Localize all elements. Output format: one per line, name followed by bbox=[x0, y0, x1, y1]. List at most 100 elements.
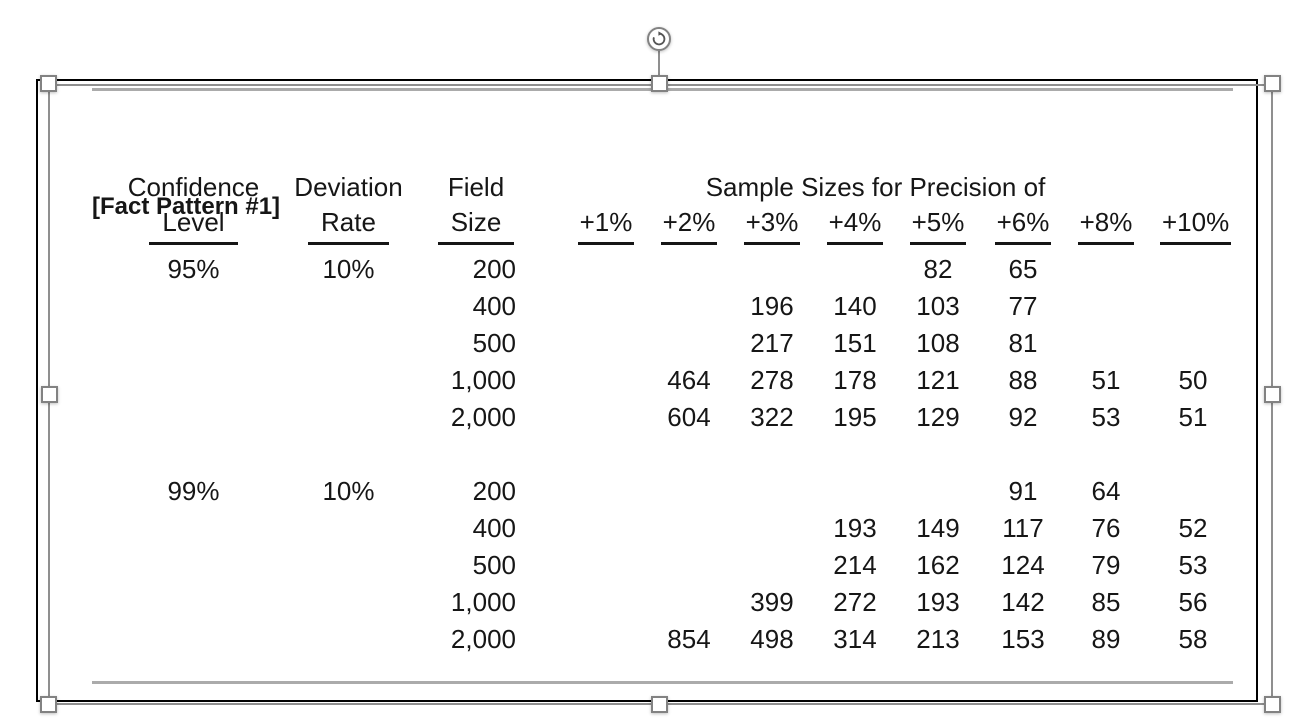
sample-size-cell: 53 bbox=[1091, 402, 1121, 432]
precision-header: +2% bbox=[656, 209, 722, 245]
sample-size-cell: 162 bbox=[916, 550, 960, 580]
sample-size-cell: 121 bbox=[916, 365, 960, 395]
field-size-cell: 2,000 bbox=[450, 624, 516, 654]
field-size-cell: 200 bbox=[472, 254, 516, 284]
column-header-confidence: Confidence bbox=[127, 172, 260, 202]
field-size-cell: 500 bbox=[472, 328, 516, 358]
sample-size-cell: 77 bbox=[1008, 291, 1038, 321]
table-row: 400 196 140 103 77 bbox=[126, 293, 1226, 319]
field-size-cell: 1,000 bbox=[450, 587, 516, 617]
precision-header-underlined-label: +8% bbox=[1077, 209, 1135, 245]
fact-pattern-title: [Fact Pattern #1] bbox=[92, 193, 281, 220]
sample-size-cell: 193 bbox=[916, 587, 960, 617]
selection-marquee bbox=[48, 84, 1273, 705]
precision-header-underlined-label: +3% bbox=[743, 209, 801, 245]
field-size-cell: 400 bbox=[472, 291, 516, 321]
table-row: 1,000 399 272 193 142 85 56 bbox=[126, 589, 1226, 615]
table-row: 500 217 151 108 81 bbox=[126, 330, 1226, 356]
sample-size-cell: 51 bbox=[1091, 365, 1121, 395]
sample-size-cell: 89 bbox=[1091, 624, 1121, 654]
selection-handle-bottom-left[interactable] bbox=[40, 696, 57, 713]
sample-size-cell: 213 bbox=[916, 624, 960, 654]
sample-size-cell: 91 bbox=[1008, 476, 1038, 506]
precision-header-underlined-label: +1% bbox=[577, 209, 635, 245]
column-header-level: Level bbox=[126, 209, 261, 245]
sample-size-cell: 153 bbox=[1001, 624, 1045, 654]
sample-size-cell: 92 bbox=[1008, 402, 1038, 432]
sample-size-cell: 50 bbox=[1178, 365, 1208, 395]
sample-size-cell: 53 bbox=[1178, 550, 1208, 580]
table-row: 99% 10% 200 91 64 bbox=[126, 478, 1226, 504]
sample-size-cell: 82 bbox=[923, 254, 953, 284]
sample-size-cell: 76 bbox=[1091, 513, 1121, 543]
sample-size-cell: 81 bbox=[1008, 328, 1038, 358]
sample-size-cell: 129 bbox=[916, 402, 960, 432]
table-row: 400 193 149 117 76 52 bbox=[126, 515, 1226, 541]
sample-size-cell: 151 bbox=[833, 328, 877, 358]
field-size-cell: 200 bbox=[472, 476, 516, 506]
bottom-rule bbox=[92, 681, 1233, 684]
table-body: 95% 10% 200 82 65 400 196 140 103 77 500 217 151 108 8… bbox=[48, 84, 1273, 705]
sample-size-cell: 314 bbox=[833, 624, 877, 654]
exhibit-frame bbox=[36, 79, 1258, 702]
sample-size-cell: 322 bbox=[750, 402, 794, 432]
selection-handle-bottom-middle[interactable] bbox=[651, 696, 668, 713]
sample-size-cell: 214 bbox=[833, 550, 877, 580]
sample-size-cell: 498 bbox=[750, 624, 794, 654]
precision-header: +6% bbox=[990, 209, 1056, 245]
sample-size-cell: 108 bbox=[916, 328, 960, 358]
field-size-cell: 1,000 bbox=[450, 365, 516, 395]
precision-header: +4% bbox=[822, 209, 888, 245]
confidence-level-cell: 95% bbox=[167, 254, 220, 284]
sample-size-cell: 64 bbox=[1091, 476, 1121, 506]
selection-handle-right-middle[interactable] bbox=[1264, 386, 1281, 403]
column-header-underlined-label: Level bbox=[149, 209, 238, 245]
table-header-row-2: Level Rate Size +1% +2% +3% +4% +5% +6% +8% +10% bbox=[126, 209, 1232, 245]
sample-size-cell: 278 bbox=[750, 365, 794, 395]
field-size-cell: 500 bbox=[472, 550, 516, 580]
selection-handle-bottom-right[interactable] bbox=[1264, 696, 1281, 713]
sample-size-cell: 178 bbox=[833, 365, 877, 395]
sample-size-cell: 604 bbox=[667, 402, 711, 432]
sample-size-cell: 140 bbox=[833, 291, 877, 321]
selection-handle-top-left[interactable] bbox=[40, 75, 57, 92]
sample-size-cell: 196 bbox=[750, 291, 794, 321]
column-header-underlined-label: Rate bbox=[308, 209, 389, 245]
sample-size-cell: 88 bbox=[1008, 365, 1038, 395]
sample-size-cell: 79 bbox=[1091, 550, 1121, 580]
table-row: 500 214 162 124 79 53 bbox=[126, 552, 1226, 578]
column-header-field: Field bbox=[447, 172, 505, 202]
selection-handle-left-middle[interactable] bbox=[41, 386, 58, 403]
sample-size-cell: 124 bbox=[1001, 550, 1045, 580]
sample-size-cell: 52 bbox=[1178, 513, 1208, 543]
field-size-cell: 2,000 bbox=[450, 402, 516, 432]
sample-size-cell: 217 bbox=[750, 328, 794, 358]
precision-header-underlined-label: +4% bbox=[826, 209, 884, 245]
table-row: 2,000 854 498 314 213 153 89 58 bbox=[126, 626, 1226, 652]
column-header-rate: Rate bbox=[291, 209, 406, 245]
selection-handle-top-middle[interactable] bbox=[651, 75, 668, 92]
deviation-rate-cell: 10% bbox=[322, 476, 375, 506]
precision-header: +10% bbox=[1160, 209, 1232, 245]
sample-size-cell: 117 bbox=[1002, 513, 1044, 543]
selection-handle-top-right[interactable] bbox=[1264, 75, 1281, 92]
rotation-handle[interactable] bbox=[647, 27, 671, 51]
sample-size-cell: 85 bbox=[1091, 587, 1121, 617]
sample-size-cell: 399 bbox=[750, 587, 794, 617]
sample-size-cell: 854 bbox=[667, 624, 711, 654]
sample-size-cell: 65 bbox=[1008, 254, 1038, 284]
precision-header-underlined-label: +2% bbox=[660, 209, 718, 245]
table-row: 95% 10% 200 82 65 bbox=[126, 256, 1226, 282]
sample-size-cell: 103 bbox=[916, 291, 960, 321]
sample-size-cell: 51 bbox=[1178, 402, 1208, 432]
precision-header: +5% bbox=[905, 209, 971, 245]
table-row: 2,000 604 322 195 129 92 53 51 bbox=[126, 404, 1226, 430]
confidence-level-cell: 99% bbox=[167, 476, 220, 506]
sample-size-cell: 272 bbox=[833, 587, 877, 617]
selected-picture[interactable]: [Fact Pattern #1] Confidence Deviation F… bbox=[48, 84, 1273, 705]
sample-size-cell: 149 bbox=[916, 513, 960, 543]
precision-header-underlined-label: +5% bbox=[909, 209, 967, 245]
table-header-row-1: Confidence Deviation Field Sample Sizes … bbox=[126, 174, 1226, 200]
rotate-clockwise-icon bbox=[651, 31, 667, 47]
